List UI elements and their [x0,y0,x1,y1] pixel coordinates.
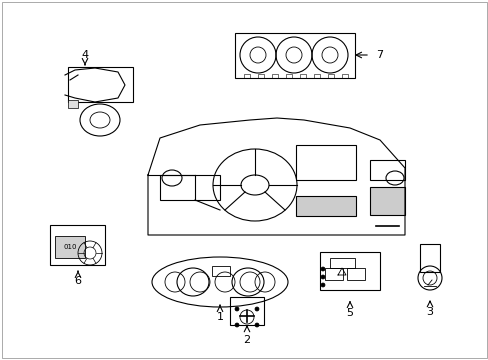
Bar [285,74,291,78]
Bar [369,187,404,215]
Bar [319,252,379,290]
Bar [68,100,78,108]
Ellipse shape [254,323,259,327]
Text: 2: 2 [243,335,250,345]
Ellipse shape [320,267,325,271]
Bar [341,74,347,78]
Bar [369,160,404,180]
Ellipse shape [235,323,239,327]
Bar [212,266,229,276]
Bar [244,74,249,78]
Bar [50,225,105,265]
Bar [55,236,85,258]
Bar [327,74,333,78]
Bar [68,67,133,102]
Ellipse shape [254,307,259,311]
Bar [299,74,305,78]
Ellipse shape [320,283,325,287]
Bar [295,145,355,180]
Bar [258,74,264,78]
Text: 5: 5 [346,308,353,318]
Bar [313,74,319,78]
Bar [235,33,354,78]
Bar [346,268,364,280]
Text: 010: 010 [63,244,77,250]
Bar [325,268,342,280]
Bar [295,196,355,216]
Text: 4: 4 [81,50,88,60]
Text: 7: 7 [376,50,383,60]
Bar [419,244,439,272]
Ellipse shape [235,307,239,311]
Bar [160,175,220,200]
Text: 1: 1 [216,312,223,322]
Text: 6: 6 [74,276,81,286]
Bar [229,297,264,325]
Bar [329,258,354,268]
Text: 3: 3 [426,307,433,317]
Bar [271,74,278,78]
Ellipse shape [320,275,325,279]
